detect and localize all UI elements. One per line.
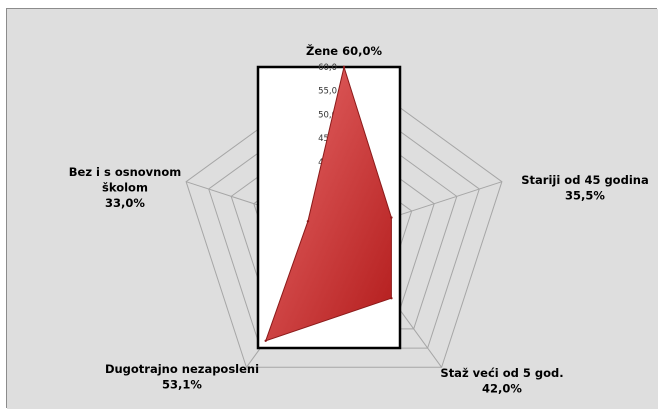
axis-tick-label: 60,0 — [318, 63, 337, 73]
category-label: Žene 60,0% — [306, 43, 383, 58]
data-point — [306, 220, 310, 223]
chart-area: 25,030,035,040,045,050,055,060,0 Žene 60… — [6, 8, 658, 409]
category-label: Bez i s osnovnom školom 33,0% — [69, 165, 181, 210]
category-label: Staž veći od 5 god. 42,0% — [440, 366, 563, 396]
series-layer — [264, 65, 393, 342]
radar-chart: 25,030,035,040,045,050,055,060,0 Žene 60… — [7, 9, 658, 409]
series-area — [264, 65, 392, 342]
axis-tick-label: 55,0 — [318, 87, 337, 97]
category-labels: Žene 60,0% Stariji od 45 godina 35,5% Staž … — [69, 43, 649, 396]
data-point — [390, 297, 393, 300]
data-point — [342, 65, 346, 69]
category-label: Dugotrajno nezaposleni 53,1% — [105, 362, 259, 392]
grid-ring — [185, 66, 503, 368]
data-point — [390, 216, 393, 219]
category-label: Stariji od 45 godina 35,5% — [521, 173, 648, 203]
axis-tick-label: 50,0 — [318, 110, 337, 120]
data-point — [264, 339, 267, 342]
